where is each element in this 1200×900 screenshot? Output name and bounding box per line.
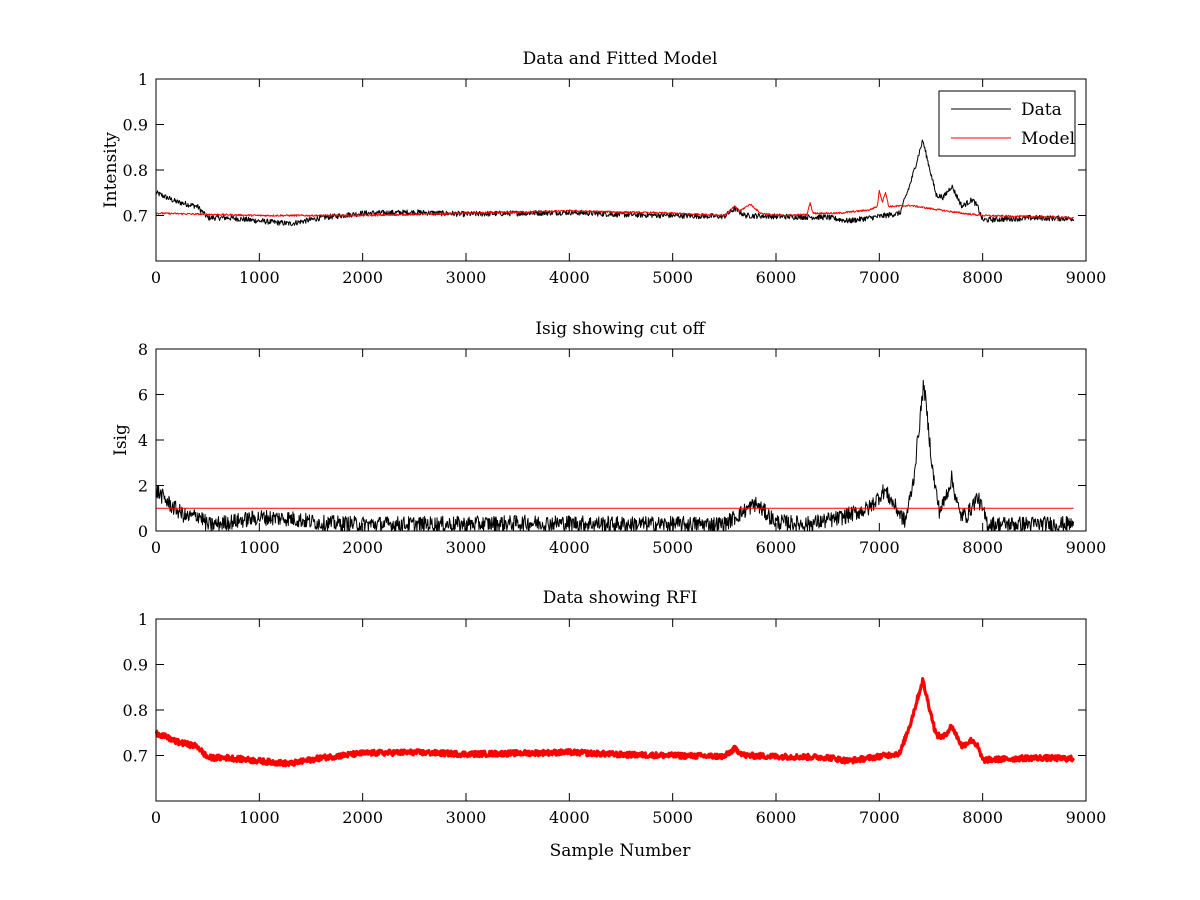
x-tick-label: 1000 xyxy=(239,268,280,287)
legend-label-data: Data xyxy=(1021,100,1062,120)
y-tick-label: 1 xyxy=(138,610,148,629)
y-tick-label: 0.8 xyxy=(123,161,148,180)
panel-isig-showing-cut-off: Isig showing cut off Isig 0 1000 2000 3000 4… xyxy=(111,319,1106,557)
x-tick-label: 4000 xyxy=(549,808,590,827)
x-tick-label: 0 xyxy=(151,538,161,557)
x-tick-label: 7000 xyxy=(859,808,900,827)
legend-box xyxy=(938,90,1076,157)
y-tick-label: 0.9 xyxy=(123,656,148,675)
x-axis-label: Sample Number xyxy=(550,841,692,861)
y-tick-label: 1 xyxy=(138,70,148,89)
x-tick-label: 9000 xyxy=(1066,538,1107,557)
y-axis-label: Isig xyxy=(111,424,131,456)
x-tick-label: 5000 xyxy=(652,538,693,557)
series-line-0 xyxy=(154,677,1075,768)
y-tick-label: 0.9 xyxy=(123,116,148,135)
series-line-1 xyxy=(155,189,1074,220)
x-tick-label: 8000 xyxy=(962,268,1003,287)
plot-area: 0 1000 2000 3000 4000 5000 6000 7000 8000 9000 0 2 4… xyxy=(138,340,1107,557)
y-tick-label: 8 xyxy=(138,340,148,359)
panel-title: Data showing RFI xyxy=(543,588,698,608)
x-tick-label: 8000 xyxy=(962,538,1003,557)
y-axis-label: Intensity xyxy=(101,132,121,208)
panel-data-showing-rfi: Data showing RFI Sample Number 0 1000 2000… xyxy=(123,588,1107,861)
x-tick-label: 9000 xyxy=(1066,268,1107,287)
plot-area: 0 1000 2000 3000 4000 5000 6000 7000 8000 9000 0.7… xyxy=(123,610,1107,827)
x-tick-label: 6000 xyxy=(756,538,797,557)
panel-title: Isig showing cut off xyxy=(535,319,706,339)
x-tick-label: 5000 xyxy=(652,808,693,827)
x-tick-label: 3000 xyxy=(446,538,487,557)
x-tick-label: 6000 xyxy=(756,268,797,287)
x-tick-label: 9000 xyxy=(1066,808,1107,827)
legend: Data Model xyxy=(938,90,1076,157)
x-tick-label: 3000 xyxy=(446,808,487,827)
y-tick-label: 0.8 xyxy=(123,701,148,720)
x-tick-label: 3000 xyxy=(446,268,487,287)
x-tick-label: 2000 xyxy=(342,808,383,827)
y-tick-label: 2 xyxy=(138,477,148,496)
x-tick-label: 1000 xyxy=(239,808,280,827)
x-tick-label: 0 xyxy=(151,808,161,827)
x-tick-label: 2000 xyxy=(342,538,383,557)
y-tick-label: 0.7 xyxy=(123,747,148,766)
y-tick-label: 0 xyxy=(138,522,148,541)
x-tick-label: 6000 xyxy=(756,808,797,827)
panel-data-and-fitted-model: Data and Fitted Model Intensity 0 1000 200… xyxy=(101,49,1106,287)
x-tick-label: 4000 xyxy=(549,268,590,287)
y-tick-label: 4 xyxy=(138,431,148,450)
x-tick-label: 8000 xyxy=(962,808,1003,827)
series-line-0 xyxy=(155,379,1075,532)
plot-area: 0 1000 2000 3000 4000 5000 6000 7000 8000 9000 0.7… xyxy=(123,70,1107,287)
x-tick-label: 2000 xyxy=(342,268,383,287)
y-tick-label: 0.7 xyxy=(123,207,148,226)
x-tick-label: 7000 xyxy=(859,268,900,287)
series-line-0 xyxy=(155,139,1075,227)
x-tick-label: 1000 xyxy=(239,538,280,557)
legend-label-model: Model xyxy=(1021,129,1075,149)
x-tick-label: 7000 xyxy=(859,538,900,557)
x-tick-label: 5000 xyxy=(652,268,693,287)
y-tick-label: 6 xyxy=(138,386,148,405)
x-tick-label: 0 xyxy=(151,268,161,287)
panel-title: Data and Fitted Model xyxy=(523,49,718,69)
x-tick-label: 4000 xyxy=(549,538,590,557)
